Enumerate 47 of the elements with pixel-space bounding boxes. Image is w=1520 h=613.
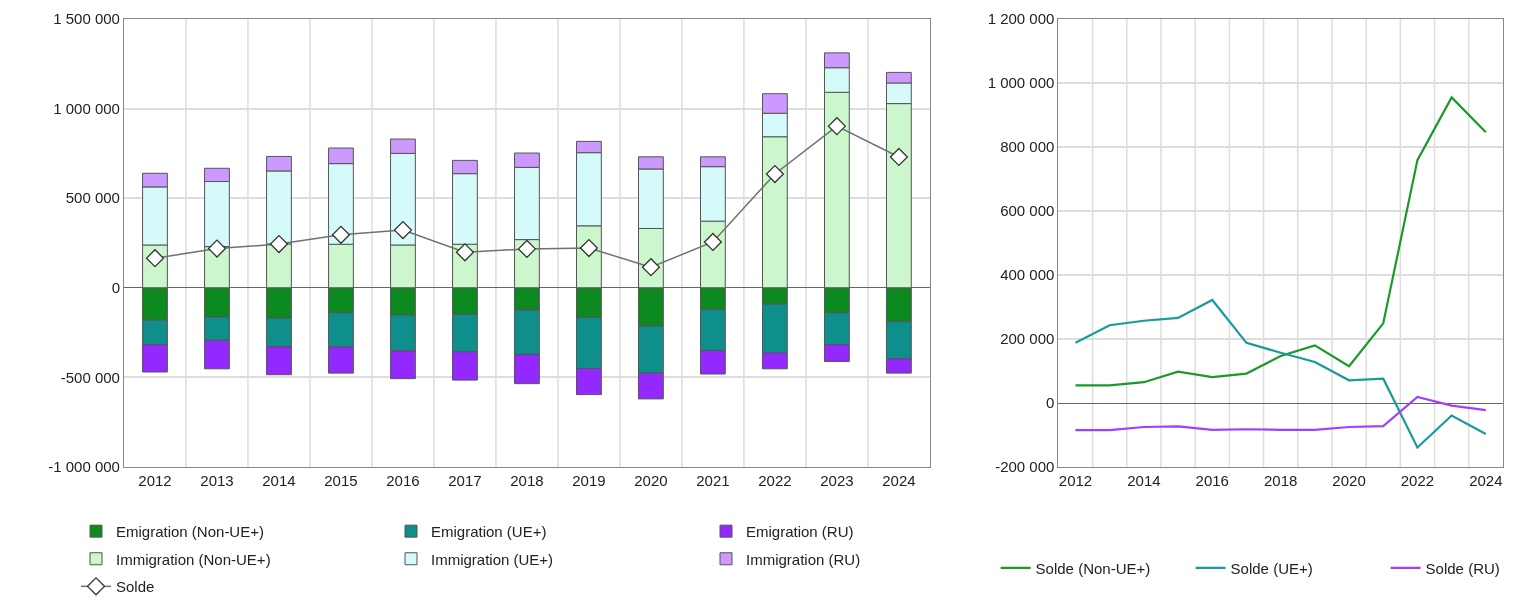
y-tick-label: 1 000 000 (53, 99, 120, 117)
y-tick-label: -500 000 (60, 368, 120, 386)
x-tick-label: 2017 (448, 472, 482, 489)
x-tick-label: 2012 (138, 472, 172, 489)
y-tick-label: -200 000 (995, 458, 1055, 476)
x-tick-label: 2023 (820, 472, 854, 489)
x-tick-label: 2020 (1332, 472, 1366, 489)
y-tick-label: 1 500 000 (53, 10, 120, 28)
x-tick-label: 2018 (1263, 472, 1298, 489)
x-tick-label: 2016 (386, 472, 420, 489)
y-tick-label: 800 000 (1000, 138, 1055, 156)
legend-label: Emigration (RU) (746, 523, 854, 541)
x-tick-label: 2012 (1058, 472, 1093, 489)
legend-label: Immigration (Non-UE+) (116, 550, 271, 568)
y-tick-label: 0 (111, 279, 120, 297)
y-tick-label: 400 000 (1000, 266, 1055, 284)
x-tick-label: 2024 (882, 472, 916, 489)
y-tick-label: 200 000 (1000, 330, 1055, 348)
x-tick-label: 2024 (1469, 472, 1503, 489)
legend-label: Solde (Non-UE+) (1035, 559, 1151, 577)
x-tick-label: 2014 (262, 472, 296, 489)
x-tick-label: 2019 (572, 472, 606, 489)
y-tick-label: -1 000 000 (48, 458, 120, 476)
x-tick-label: 2022 (758, 472, 792, 489)
x-tick-label: 2020 (634, 472, 668, 489)
x-tick-label: 2013 (200, 472, 234, 489)
y-tick-label: 0 (1046, 394, 1055, 412)
x-tick-label: 2021 (696, 472, 730, 489)
x-tick-label: 2018 (510, 472, 544, 489)
legend-label: Solde (UE+) (1230, 559, 1313, 577)
x-tick-label: 2015 (324, 472, 358, 489)
y-tick-label: 1 000 000 (987, 74, 1055, 92)
legend-label: Immigration (RU) (746, 550, 861, 568)
legend-label: Solde (116, 578, 155, 596)
legend-label: Solde (RU) (1425, 559, 1500, 577)
y-tick-label: 500 000 (65, 189, 120, 207)
x-tick-label: 2022 (1400, 472, 1435, 489)
x-tick-label: 2014 (1127, 472, 1161, 489)
line-series (1074, 96, 1487, 387)
line-series (1074, 395, 1487, 432)
y-tick-label: 1 200 000 (987, 10, 1055, 28)
legend-label: Immigration (UE+) (431, 550, 554, 568)
legend-label: Emigration (UE+) (431, 523, 547, 541)
x-tick-label: 2016 (1195, 472, 1229, 489)
y-tick-label: 600 000 (1000, 202, 1055, 220)
line-series (1074, 298, 1487, 449)
legend-label: Emigration (Non-UE+) (116, 523, 264, 541)
